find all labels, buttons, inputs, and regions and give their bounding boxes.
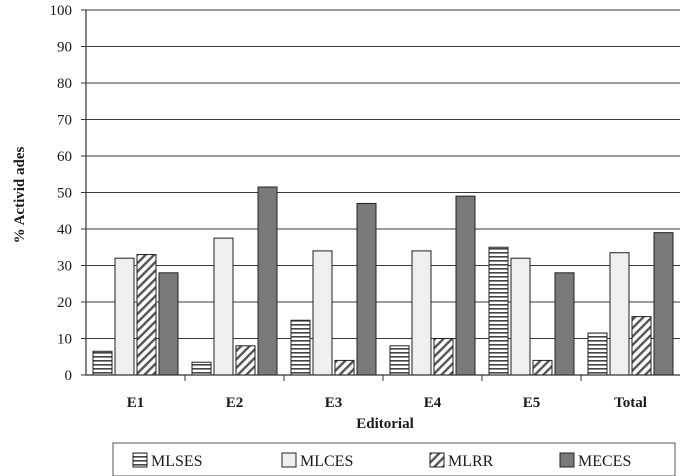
bar-meces-e4: [455, 195, 476, 376]
bar-mlrr-e5: [532, 359, 553, 376]
bar-mlses-e3: [290, 319, 311, 376]
bar-mlrr-e2: [235, 345, 256, 376]
y-tick-label: 40: [57, 222, 72, 238]
legend-frame: [112, 442, 676, 476]
legend-label-mlces: MLCES: [300, 453, 353, 470]
bar-mlrr-e1: [136, 254, 157, 376]
bars: [92, 186, 674, 376]
y-tick-label: 60: [57, 149, 72, 165]
bar-mlces-e3: [312, 250, 333, 376]
x-tick-label: E3: [325, 395, 343, 411]
y-tick-label: 50: [57, 186, 72, 202]
y-tick-label: 100: [50, 3, 73, 19]
x-axis-title: Editorial: [356, 416, 414, 432]
legend-label-mlrr: MLRR: [448, 453, 494, 470]
y-tick-label: 70: [57, 113, 72, 129]
legend-swatch-mlses: [132, 452, 148, 468]
x-tick-label: E4: [424, 395, 442, 411]
bar-mlces-e5: [510, 257, 531, 376]
y-tick-label: 0: [65, 368, 73, 384]
axes: [81, 9, 680, 381]
x-tick-label: Total: [614, 395, 647, 411]
bar-mlses-e4: [389, 345, 410, 376]
bar-mlces-e4: [411, 250, 432, 376]
legend-swatch-mlrr: [429, 452, 445, 468]
x-tick-label: E2: [226, 395, 244, 411]
legend-swatch-meces: [559, 452, 575, 468]
bar-mlrr-e3: [334, 359, 355, 376]
legend: MLSES MLCES MLRR MECES: [112, 442, 676, 476]
bar-mlces-e2: [213, 237, 234, 376]
gridlines: [86, 9, 680, 339]
legend-label-mlses: MLSES: [151, 453, 203, 470]
y-axis-title: % Activid ades: [12, 147, 28, 244]
bar-mlses-e5: [488, 246, 509, 376]
bar-meces-e5: [554, 272, 575, 376]
bar-mlces-total: [609, 252, 630, 376]
y-tick-label: 20: [57, 295, 72, 311]
bar-mlses-e2: [191, 361, 212, 376]
tick-labels: 0 10 20 30 40 50 60 70 80 90 100 E1 E2 E3 E4 E5 Total: [50, 3, 647, 411]
bar-mlses-total: [587, 332, 608, 376]
bar-mlces-e1: [114, 257, 135, 376]
y-tick-label: 30: [57, 259, 72, 275]
bar-mlses-e1: [92, 350, 113, 376]
legend-swatch-mlces: [281, 452, 297, 468]
y-tick-label: 90: [57, 40, 72, 56]
x-tick-label: E5: [523, 395, 541, 411]
bar-meces-total: [653, 232, 674, 376]
y-tick-label: 80: [57, 76, 72, 92]
bar-meces-e3: [356, 202, 377, 376]
legend-label-meces: MECES: [578, 453, 631, 470]
y-tick-label: 10: [57, 332, 72, 348]
bar-mlrr-e4: [433, 338, 454, 376]
x-tick-label: E1: [127, 395, 145, 411]
bar-mlrr-total: [631, 316, 652, 376]
bar-meces-e1: [158, 272, 179, 376]
bar-meces-e2: [257, 186, 278, 376]
